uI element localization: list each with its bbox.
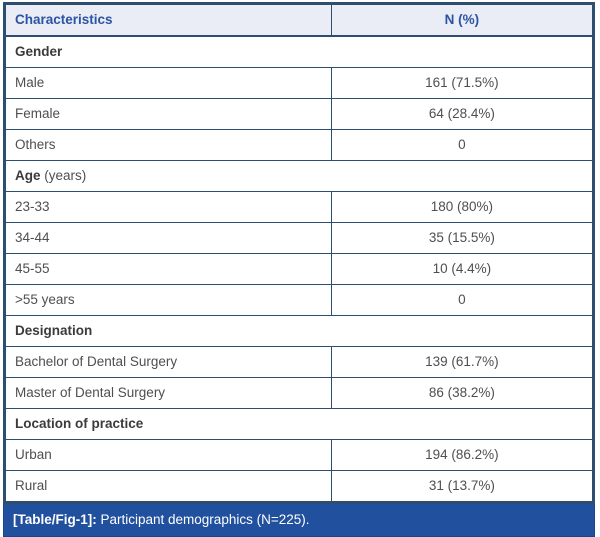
row-label: >55 years xyxy=(5,284,332,316)
table-row: Rural 31 (13.7%) xyxy=(5,470,594,502)
row-value: 161 (71.5%) xyxy=(330,67,594,99)
row-label: Rural xyxy=(5,470,332,502)
section-title: Age (years) xyxy=(5,160,593,192)
section-header-row: Gender xyxy=(5,35,593,68)
table-row: Master of Dental Surgery 86 (38.2%) xyxy=(5,377,594,409)
row-value: 180 (80%) xyxy=(330,191,594,223)
row-value: 31 (13.7%) xyxy=(330,470,594,502)
row-value: 139 (61.7%) xyxy=(330,346,594,378)
row-label: 34-44 xyxy=(5,222,332,254)
table-row: Female 64 (28.4%) xyxy=(5,98,594,130)
row-value: 64 (28.4%) xyxy=(330,98,594,130)
row-label: 23-33 xyxy=(5,191,332,223)
row-value: 10 (4.4%) xyxy=(330,253,594,285)
table-row: Others 0 xyxy=(5,129,594,161)
row-label: Master of Dental Surgery xyxy=(5,377,332,409)
table-row: Bachelor of Dental Surgery 139 (61.7%) xyxy=(5,346,594,378)
table-row: >55 years 0 xyxy=(5,284,594,316)
table-row: Male 161 (71.5%) xyxy=(5,67,594,99)
section-header-row: Designation xyxy=(5,315,593,347)
row-label: Urban xyxy=(5,439,332,471)
table-row: 34-44 35 (15.5%) xyxy=(5,222,594,254)
table-row: 45-55 10 (4.4%) xyxy=(5,253,594,285)
demographics-table: Characteristics N (%) Gender Male 161 (71.… xyxy=(5,4,594,502)
row-label: Others xyxy=(5,129,332,161)
table-caption-bar: [Table/Fig-1]: Participant demographics … xyxy=(3,504,595,537)
column-header-characteristics: Characteristics xyxy=(5,4,332,37)
row-value: 0 xyxy=(330,284,594,316)
row-label: 45-55 xyxy=(5,253,332,285)
section-header-row: Age (years) xyxy=(5,160,593,192)
section-title: Location of practice xyxy=(5,408,593,440)
table-header-row: Characteristics N (%) xyxy=(5,4,594,37)
demographics-table-frame: Characteristics N (%) Gender Male 161 (71.… xyxy=(3,2,595,504)
table-row: 23-33 180 (80%) xyxy=(5,191,594,223)
column-header-n-percent: N (%) xyxy=(330,4,594,37)
row-label: Female xyxy=(5,98,332,130)
section-title: Designation xyxy=(5,315,593,347)
row-value: 35 (15.5%) xyxy=(330,222,594,254)
row-value: 86 (38.2%) xyxy=(330,377,594,409)
section-title: Gender xyxy=(5,35,593,68)
row-label: Bachelor of Dental Surgery xyxy=(5,346,332,378)
row-value: 0 xyxy=(330,129,594,161)
row-label: Male xyxy=(5,67,332,99)
row-value: 194 (86.2%) xyxy=(330,439,594,471)
table-caption-label: [Table/Fig-1]: xyxy=(13,512,97,527)
table-caption-text: Participant demographics (N=225). xyxy=(96,512,310,527)
table-row: Urban 194 (86.2%) xyxy=(5,439,594,471)
section-header-row: Location of practice xyxy=(5,408,593,440)
